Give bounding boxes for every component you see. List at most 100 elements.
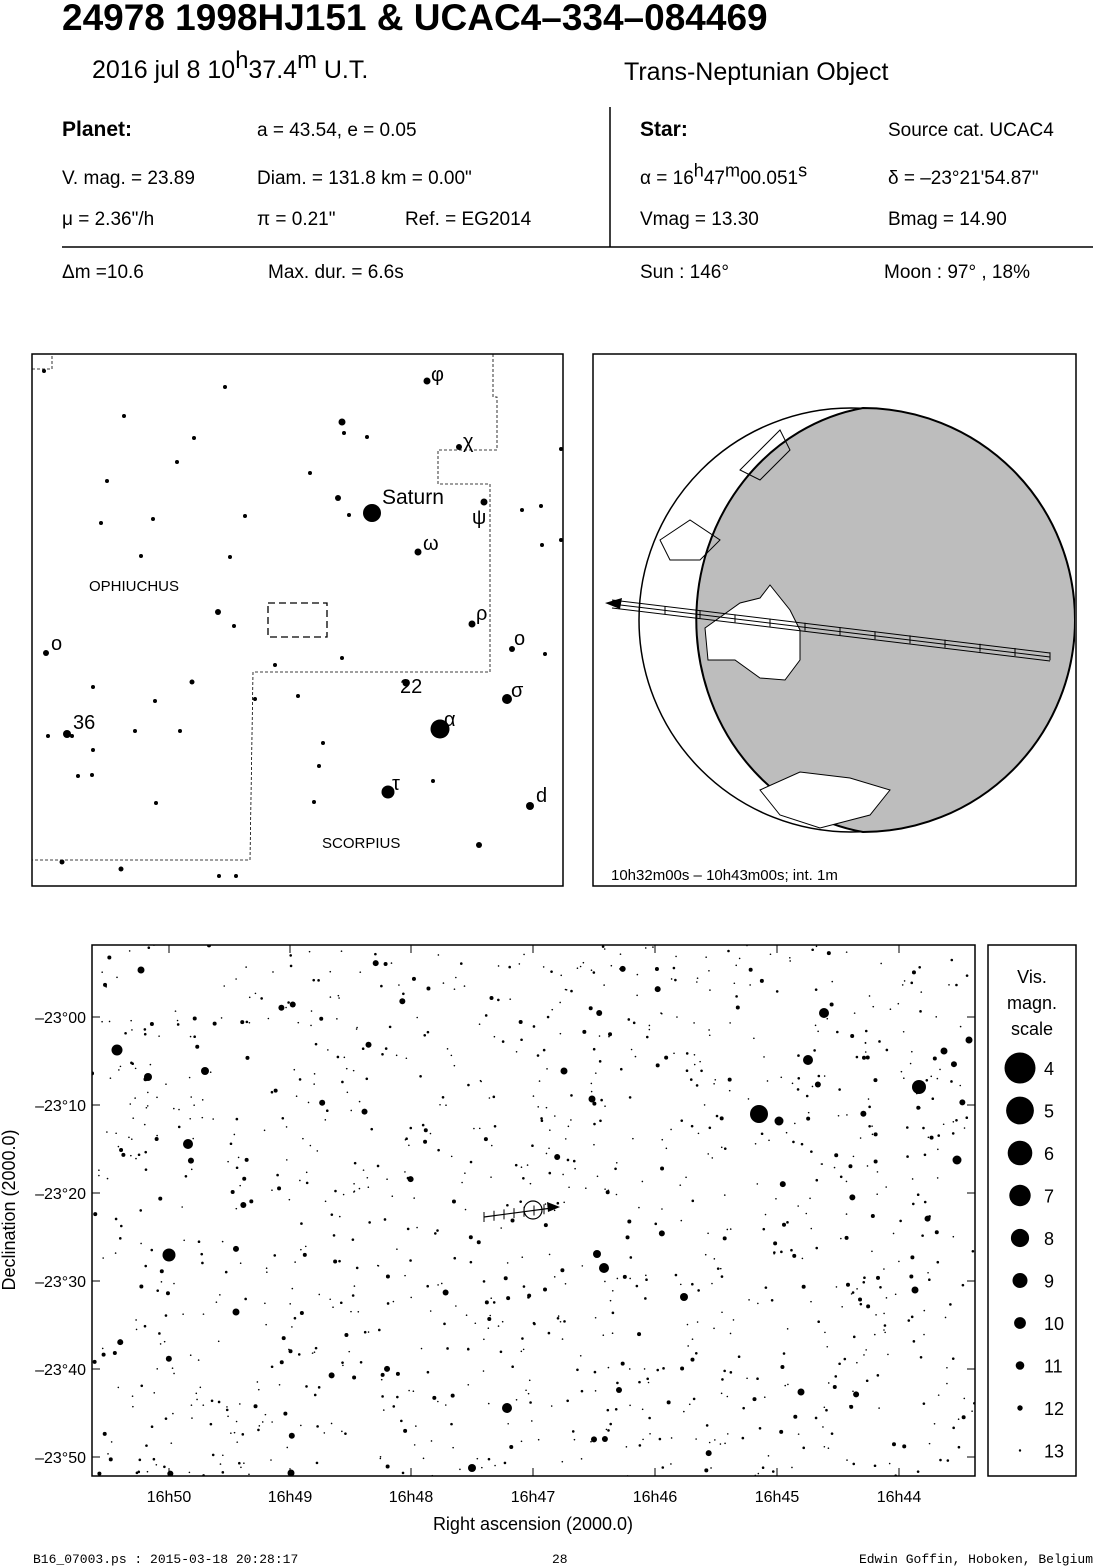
field-star bbox=[570, 1094, 573, 1097]
field-star bbox=[912, 1340, 916, 1343]
field-star bbox=[173, 1282, 175, 1285]
field-star bbox=[767, 1455, 770, 1457]
x-axis-label: Right ascension (2000.0) bbox=[433, 1514, 633, 1534]
field-star bbox=[919, 1010, 922, 1013]
field-star bbox=[219, 1463, 222, 1465]
field-star bbox=[810, 1227, 813, 1230]
finder-label: Saturn bbox=[382, 486, 444, 509]
field-star bbox=[384, 1047, 388, 1050]
field-star bbox=[901, 984, 904, 986]
field-star bbox=[746, 1377, 748, 1380]
field-star bbox=[467, 1384, 470, 1386]
field-star bbox=[921, 1234, 924, 1237]
field-star bbox=[199, 1386, 202, 1389]
field-star bbox=[722, 1236, 727, 1241]
field-star bbox=[361, 1108, 368, 1115]
star-ra-part: 47 bbox=[704, 168, 725, 189]
field-star bbox=[190, 1168, 193, 1171]
field-star bbox=[805, 1212, 808, 1215]
field-star bbox=[176, 1019, 179, 1022]
finder-star bbox=[526, 802, 534, 810]
field-star bbox=[670, 1128, 672, 1131]
field-star bbox=[737, 1355, 741, 1359]
field-star bbox=[567, 1125, 570, 1128]
field-star bbox=[592, 1047, 596, 1051]
field-star bbox=[691, 1199, 695, 1203]
field-star bbox=[490, 1176, 492, 1178]
field-star bbox=[615, 1161, 618, 1164]
field-star bbox=[710, 1467, 712, 1469]
field-star bbox=[201, 1099, 204, 1101]
field-star bbox=[763, 1056, 765, 1058]
field-star bbox=[581, 1265, 584, 1267]
field-star bbox=[696, 977, 699, 979]
field-star bbox=[341, 1361, 344, 1364]
field-star bbox=[573, 1438, 576, 1441]
field-star bbox=[693, 1054, 696, 1056]
field-star bbox=[279, 1360, 284, 1365]
field-star bbox=[840, 1237, 842, 1240]
field-star bbox=[288, 1198, 291, 1201]
object-type: Trans-Neptunian Object bbox=[624, 58, 889, 86]
y-tick-label: –23°00 bbox=[35, 1010, 86, 1027]
bright-star bbox=[593, 1250, 601, 1258]
field-star bbox=[599, 1119, 602, 1123]
field-star bbox=[946, 1459, 950, 1462]
field-star bbox=[173, 1372, 175, 1375]
field-star bbox=[856, 1361, 858, 1364]
field-star bbox=[340, 950, 343, 952]
finder-star bbox=[118, 866, 124, 872]
field-star bbox=[811, 1085, 814, 1088]
field-star bbox=[395, 1054, 398, 1057]
field-star bbox=[286, 1446, 289, 1449]
field-star bbox=[515, 1398, 518, 1401]
star-ra-part: α = 16 bbox=[640, 168, 694, 189]
info-text: Vmag = 13.30 bbox=[640, 209, 759, 230]
field-star bbox=[866, 1304, 871, 1309]
field-star bbox=[654, 986, 661, 993]
field-star bbox=[625, 1446, 628, 1448]
field-star bbox=[691, 1282, 694, 1286]
field-star bbox=[838, 1362, 841, 1366]
field-star bbox=[852, 1462, 856, 1466]
field-star bbox=[464, 1172, 466, 1174]
field-star bbox=[729, 1022, 731, 1024]
field-star bbox=[946, 1366, 948, 1369]
field-star bbox=[609, 1299, 612, 1302]
field-star bbox=[563, 1201, 565, 1204]
finder-star bbox=[321, 741, 325, 745]
field-star bbox=[459, 962, 463, 965]
field-star bbox=[392, 1300, 395, 1303]
field-star bbox=[815, 1246, 819, 1250]
field-star bbox=[658, 1230, 665, 1237]
field-star bbox=[102, 1431, 107, 1436]
field-star bbox=[482, 1370, 485, 1372]
field-star bbox=[450, 1422, 453, 1426]
field-star bbox=[273, 1088, 278, 1093]
field-star bbox=[932, 1056, 937, 1061]
field-star bbox=[648, 1024, 651, 1027]
field-star bbox=[361, 1047, 365, 1050]
field-star bbox=[346, 1091, 349, 1094]
field-star bbox=[330, 1213, 334, 1216]
finder-star bbox=[430, 719, 450, 739]
legend-label: 4 bbox=[1044, 1059, 1054, 1079]
finder-star bbox=[178, 729, 182, 733]
field-star bbox=[355, 1028, 358, 1030]
field-star bbox=[352, 1069, 355, 1072]
field-star bbox=[556, 1317, 560, 1320]
bright-star bbox=[183, 1139, 193, 1149]
field-star bbox=[350, 1109, 353, 1112]
bright-star bbox=[952, 1155, 962, 1165]
field-star bbox=[160, 1281, 163, 1283]
field-star bbox=[961, 1283, 965, 1287]
field-star bbox=[398, 984, 400, 986]
islands bbox=[659, 429, 791, 561]
field-star bbox=[233, 1431, 236, 1434]
field-star bbox=[545, 1152, 548, 1155]
field-star bbox=[150, 1425, 154, 1428]
field-star bbox=[559, 1032, 562, 1035]
finder-star bbox=[342, 431, 346, 435]
field-star bbox=[156, 1134, 158, 1137]
